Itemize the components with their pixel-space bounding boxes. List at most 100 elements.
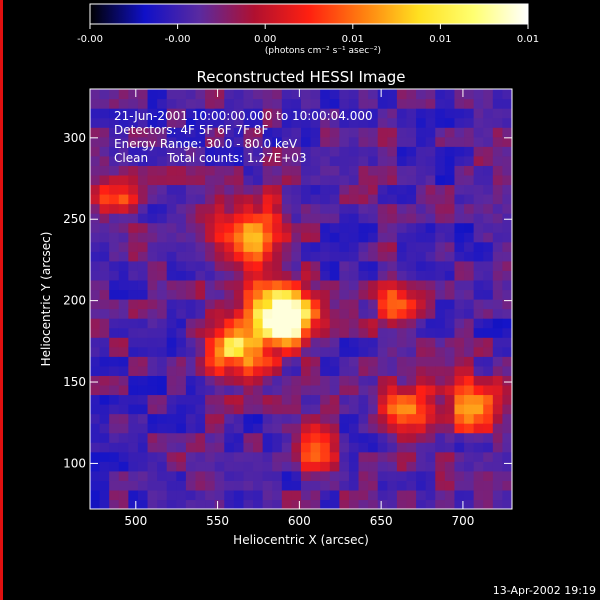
heatmap-cell [243, 232, 254, 243]
heatmap-cell [396, 356, 408, 367]
heatmap-cell [176, 89, 187, 100]
heatmap-cell [137, 289, 149, 300]
heatmap-cell [233, 194, 245, 205]
heatmap-cell [339, 394, 350, 405]
heatmap-cell [137, 89, 149, 100]
heatmap-cell [99, 308, 110, 319]
heatmap-cell [233, 375, 245, 386]
heatmap-cell [396, 213, 408, 224]
heatmap-cell [90, 384, 101, 396]
heatmap-cell [358, 289, 369, 300]
heatmap-cell [147, 108, 158, 119]
heatmap-cell [90, 289, 101, 300]
heatmap-cell [406, 423, 417, 434]
heatmap-cell [329, 442, 340, 453]
heatmap-cell [176, 499, 187, 509]
heatmap-cell [454, 404, 465, 415]
heatmap-cell [464, 251, 475, 262]
heatmap-cell [137, 165, 149, 176]
heatmap-cell [176, 442, 187, 453]
heatmap-cell [90, 413, 101, 424]
heatmap-cell [358, 184, 369, 195]
heatmap-cell [224, 451, 235, 462]
heatmap-cell [176, 279, 187, 291]
heatmap-cell [185, 203, 197, 214]
heatmap-cell [224, 299, 235, 310]
heatmap-cell [339, 413, 350, 424]
heatmap-cell [185, 432, 197, 443]
heatmap-cell [195, 299, 206, 310]
heatmap-cell [444, 155, 456, 166]
heatmap-cell [157, 136, 168, 147]
heatmap-cell [281, 356, 293, 367]
heatmap-cell [377, 413, 388, 424]
heatmap-cell [454, 356, 465, 367]
heatmap-cell [176, 136, 187, 147]
heatmap-cell [377, 136, 388, 147]
heatmap-cell [339, 232, 350, 243]
heatmap-cell [464, 174, 475, 186]
heatmap-cell [502, 117, 512, 128]
heatmap-cell [348, 337, 360, 348]
heatmap-cell [464, 89, 475, 100]
heatmap-cell [253, 270, 264, 281]
heatmap-cell [435, 213, 446, 224]
heatmap-cell [118, 241, 129, 252]
heatmap-cell [253, 194, 264, 205]
heatmap-cell [147, 318, 158, 329]
heatmap-cell [224, 279, 235, 291]
heatmap-cell [435, 337, 446, 348]
heatmap-cell [205, 108, 216, 119]
heatmap-cell [90, 98, 101, 109]
heatmap-cell [358, 327, 369, 338]
heatmap-cell [99, 270, 110, 281]
heatmap-cell [118, 499, 129, 509]
heatmap-cell [185, 289, 197, 300]
heatmap-cell [358, 194, 369, 205]
heatmap-cell [109, 184, 120, 195]
heatmap-cell [291, 251, 302, 262]
heatmap-cell [176, 117, 187, 128]
heatmap-cell [214, 279, 225, 291]
heatmap-cell [492, 127, 504, 138]
annotation-time-range: 21-Jun-2001 10:00:00.000 to 10:00:04.000 [114, 109, 373, 123]
heatmap-cell [205, 136, 216, 147]
heatmap-cell [320, 394, 331, 405]
heatmap-cell [90, 318, 101, 329]
heatmap-cell [185, 375, 197, 386]
heatmap-cell [444, 117, 456, 128]
heatmap-cell [396, 432, 408, 443]
heatmap-cell [185, 299, 197, 310]
heatmap-cell [224, 413, 235, 424]
heatmap-cell [348, 384, 360, 396]
heatmap-cell [320, 117, 331, 128]
heatmap-cell [416, 174, 427, 186]
heatmap-cell [233, 413, 245, 424]
heatmap-cell [464, 136, 475, 147]
heatmap-cell [329, 375, 340, 386]
heatmap-cell [253, 423, 264, 434]
heatmap-cell [166, 413, 177, 424]
heatmap-cell [224, 251, 235, 262]
heatmap-cell [128, 394, 139, 405]
heatmap-cell [406, 480, 417, 491]
heatmap-cell [368, 384, 379, 396]
heatmap-cell [253, 279, 264, 291]
heatmap-cell [310, 365, 321, 376]
heatmap-cell [272, 394, 283, 405]
heatmap-cell [243, 413, 254, 424]
heatmap-cell [195, 117, 206, 128]
heatmap-cell [320, 499, 331, 509]
heatmap-cell [387, 222, 398, 233]
heatmap-cell [243, 489, 254, 501]
heatmap-cell [166, 404, 177, 415]
heatmap-cell [291, 451, 302, 462]
heatmap-cell [90, 270, 101, 281]
heatmap-cell [368, 480, 379, 491]
heatmap-cell [339, 270, 350, 281]
heatmap-cell [118, 394, 129, 405]
heatmap-cell [454, 499, 465, 509]
heatmap-cell [358, 337, 369, 348]
heatmap-cell [291, 365, 302, 376]
heatmap-cell [118, 232, 129, 243]
